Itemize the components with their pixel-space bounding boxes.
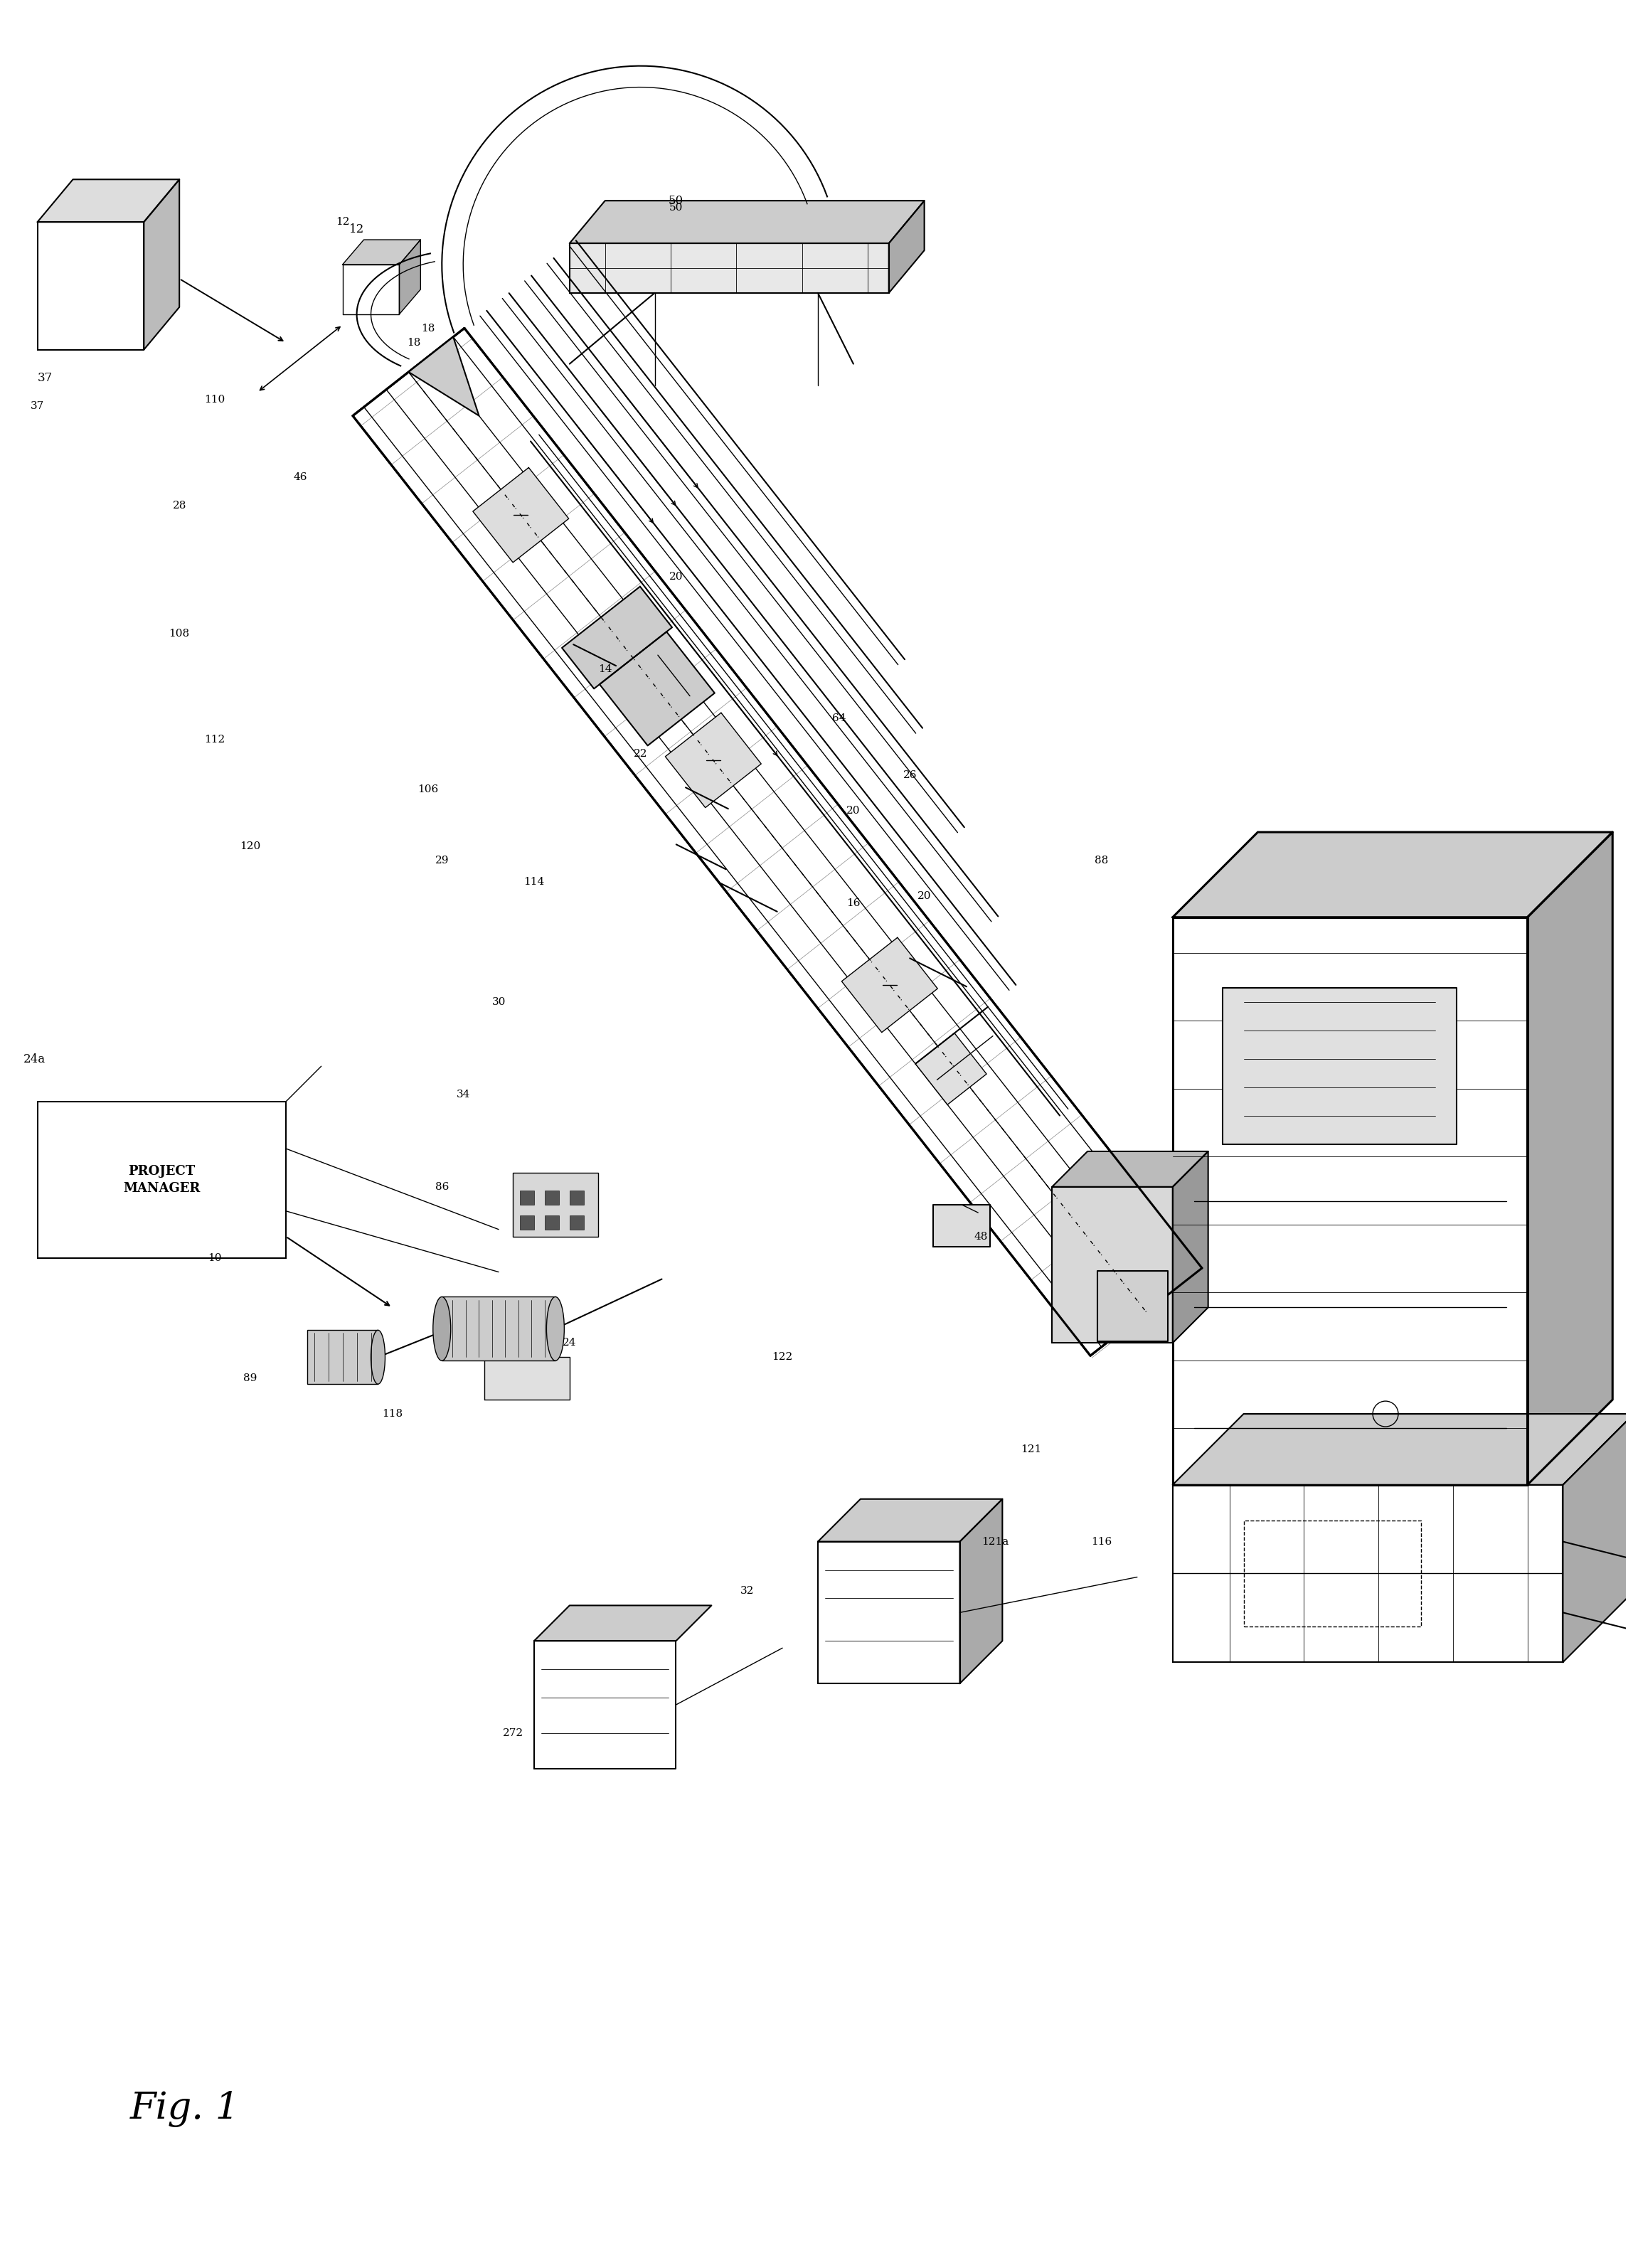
Text: 50: 50 bbox=[669, 202, 682, 213]
Text: 272: 272 bbox=[503, 1728, 523, 1737]
Polygon shape bbox=[599, 633, 715, 746]
Text: 121a: 121a bbox=[982, 1538, 1009, 1547]
Polygon shape bbox=[1172, 1152, 1208, 1343]
Bar bbox=[37, 1102, 287, 1259]
Text: 86: 86 bbox=[435, 1182, 449, 1191]
Polygon shape bbox=[1172, 916, 1527, 1486]
Polygon shape bbox=[1223, 989, 1457, 1145]
Text: 22: 22 bbox=[633, 748, 648, 760]
Bar bbox=[513, 1173, 597, 1236]
Text: 20: 20 bbox=[669, 572, 682, 581]
Text: 37: 37 bbox=[31, 401, 44, 411]
Text: Fig. 1: Fig. 1 bbox=[130, 2091, 239, 2127]
Text: 106: 106 bbox=[417, 785, 438, 794]
Text: 28: 28 bbox=[173, 501, 186, 510]
Text: 34: 34 bbox=[456, 1089, 470, 1100]
Polygon shape bbox=[534, 1606, 711, 1642]
Polygon shape bbox=[961, 1499, 1003, 1683]
Bar bbox=[308, 1329, 378, 1383]
Polygon shape bbox=[1172, 832, 1613, 916]
Polygon shape bbox=[817, 1499, 1003, 1542]
Text: 18: 18 bbox=[420, 324, 435, 333]
Polygon shape bbox=[342, 240, 420, 265]
Bar bbox=[545, 1191, 558, 1204]
Ellipse shape bbox=[547, 1297, 565, 1361]
Text: 116: 116 bbox=[1091, 1538, 1112, 1547]
Polygon shape bbox=[1527, 832, 1613, 1486]
Polygon shape bbox=[1172, 1486, 1563, 1662]
Text: 89: 89 bbox=[244, 1374, 257, 1383]
Polygon shape bbox=[915, 1034, 987, 1105]
Ellipse shape bbox=[371, 1329, 386, 1383]
Text: 112: 112 bbox=[205, 735, 225, 744]
Polygon shape bbox=[1097, 1270, 1167, 1340]
Text: 32: 32 bbox=[741, 1585, 754, 1597]
Polygon shape bbox=[399, 240, 420, 315]
Polygon shape bbox=[1563, 1413, 1628, 1662]
Polygon shape bbox=[1172, 1413, 1628, 1486]
Text: 30: 30 bbox=[492, 998, 506, 1007]
Polygon shape bbox=[37, 222, 143, 349]
Text: 26: 26 bbox=[904, 771, 917, 780]
Polygon shape bbox=[666, 712, 762, 807]
Polygon shape bbox=[570, 200, 925, 243]
Text: 24: 24 bbox=[563, 1338, 576, 1347]
Polygon shape bbox=[842, 937, 938, 1032]
Bar bbox=[519, 1191, 534, 1204]
Text: 10: 10 bbox=[208, 1252, 221, 1263]
Text: 122: 122 bbox=[772, 1352, 793, 1363]
Text: 12: 12 bbox=[335, 218, 350, 227]
Text: 118: 118 bbox=[383, 1408, 402, 1420]
Text: 121: 121 bbox=[1021, 1445, 1042, 1454]
Text: 108: 108 bbox=[169, 628, 190, 640]
Bar bbox=[441, 1297, 555, 1361]
Polygon shape bbox=[817, 1542, 961, 1683]
Polygon shape bbox=[143, 179, 179, 349]
Text: 88: 88 bbox=[1096, 855, 1109, 866]
Text: 120: 120 bbox=[239, 841, 260, 850]
Polygon shape bbox=[534, 1642, 676, 1769]
Bar bbox=[519, 1216, 534, 1229]
Ellipse shape bbox=[433, 1297, 451, 1361]
Polygon shape bbox=[562, 587, 672, 689]
Text: 12: 12 bbox=[348, 222, 365, 236]
Bar bbox=[570, 1191, 584, 1204]
Text: 64: 64 bbox=[832, 714, 847, 723]
Polygon shape bbox=[570, 243, 889, 293]
Polygon shape bbox=[409, 338, 479, 415]
Text: 114: 114 bbox=[524, 878, 544, 887]
Text: 20: 20 bbox=[918, 891, 931, 900]
Polygon shape bbox=[1052, 1186, 1172, 1343]
Polygon shape bbox=[353, 329, 1201, 1356]
Text: 29: 29 bbox=[435, 855, 449, 866]
Text: 14: 14 bbox=[597, 665, 612, 674]
Polygon shape bbox=[472, 467, 568, 562]
Text: 18: 18 bbox=[407, 338, 420, 347]
Text: 16: 16 bbox=[847, 898, 860, 907]
Text: 50: 50 bbox=[669, 195, 684, 206]
Text: 20: 20 bbox=[847, 805, 860, 816]
Polygon shape bbox=[933, 1204, 990, 1247]
Text: 24a: 24a bbox=[23, 1052, 46, 1066]
Text: 46: 46 bbox=[293, 472, 308, 483]
Polygon shape bbox=[1052, 1152, 1208, 1186]
Text: 110: 110 bbox=[205, 395, 225, 404]
Text: PROJECT
MANAGER: PROJECT MANAGER bbox=[124, 1166, 200, 1195]
Bar bbox=[570, 1216, 584, 1229]
Polygon shape bbox=[889, 200, 925, 293]
Polygon shape bbox=[485, 1356, 570, 1399]
Text: 37: 37 bbox=[37, 372, 52, 383]
Polygon shape bbox=[37, 179, 179, 222]
Polygon shape bbox=[342, 265, 399, 315]
Bar bbox=[545, 1216, 558, 1229]
Text: 48: 48 bbox=[974, 1232, 988, 1241]
